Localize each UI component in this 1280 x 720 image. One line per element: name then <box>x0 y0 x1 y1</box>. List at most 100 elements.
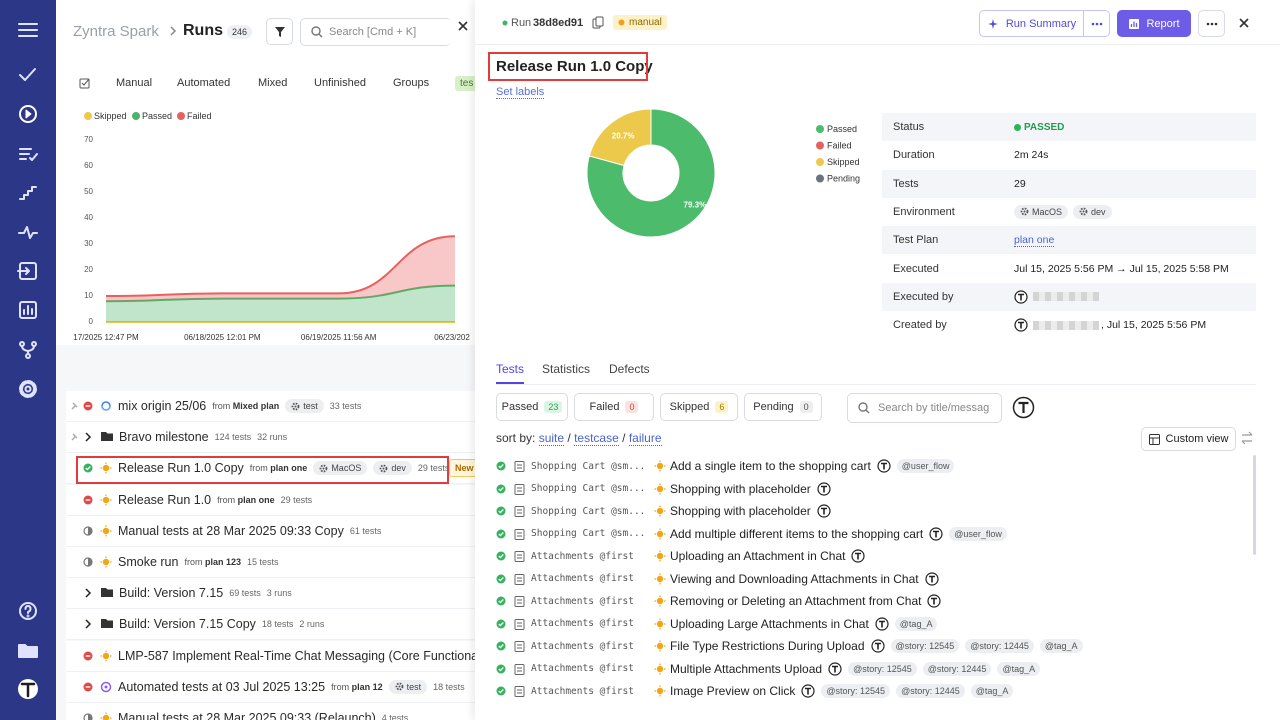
filter-tab[interactable]: Mixed <box>258 77 287 89</box>
run-count: 69 tests <box>229 588 261 598</box>
close-panel-icon[interactable] <box>453 16 473 36</box>
help-icon[interactable] <box>20 603 36 619</box>
run-tag: test <box>389 680 428 694</box>
run-row[interactable]: Bravo milestone124 tests32 runs <box>66 422 475 453</box>
folder-icon[interactable] <box>19 645 37 657</box>
sort-option[interactable]: suite <box>539 431 564 446</box>
steps-icon[interactable] <box>20 187 36 199</box>
search-input[interactable]: Search [Cmd + K] <box>300 18 451 46</box>
detail-tab[interactable]: Defects <box>609 362 650 382</box>
test-row[interactable]: Attachments @firstViewing and Downloadin… <box>490 568 1250 590</box>
report-button[interactable]: Report <box>1117 10 1191 37</box>
plans-icon[interactable] <box>20 149 37 160</box>
sort-separator: / <box>567 431 570 445</box>
status-icon <box>83 682 93 692</box>
detail-tabs: Tests Statistics Defects <box>496 362 1256 385</box>
test-icon <box>514 685 525 697</box>
test-tag: @tag_A <box>1040 639 1083 653</box>
test-row[interactable]: Shopping Cart @sm...Shopping with placeh… <box>490 478 1250 500</box>
set-labels-link[interactable]: Set labels <box>496 86 544 99</box>
filter-tab[interactable]: Manual <box>116 77 152 89</box>
test-row[interactable]: Attachments @firstImage Preview on Click… <box>490 680 1250 702</box>
status-icon <box>496 461 506 471</box>
detail-value <box>1014 283 1099 311</box>
run-row[interactable]: LMP-587 Implement Real-Time Chat Messagi… <box>66 641 475 672</box>
status-filter[interactable]: Skipped6 <box>660 393 738 421</box>
filter-button[interactable] <box>266 18 293 45</box>
run-summary-button[interactable]: Run Summary <box>979 10 1085 37</box>
copy-icon[interactable] <box>592 16 604 29</box>
logo[interactable] <box>18 679 38 699</box>
run-row[interactable]: Release Run 1.0from plan one29 tests <box>66 485 475 516</box>
avatar-filter[interactable] <box>1012 396 1035 419</box>
sort-option[interactable]: failure <box>629 431 662 446</box>
analytics-icon[interactable] <box>20 302 36 318</box>
import-icon[interactable] <box>18 263 36 279</box>
test-icon <box>514 640 525 652</box>
run-row[interactable]: Manual tests at 28 Mar 2025 09:33 (Relau… <box>66 703 475 720</box>
settings-icon[interactable] <box>21 382 35 396</box>
run-row[interactable]: Automated tests at 03 Jul 2025 13:25from… <box>66 672 475 703</box>
plan-name: plan 123 <box>205 557 241 567</box>
status-icon <box>83 526 93 536</box>
filter-count: 6 <box>715 401 728 413</box>
runs-icon[interactable] <box>20 106 36 122</box>
test-row[interactable]: Shopping Cart @sm...Add multiple differe… <box>490 523 1250 545</box>
plan-link[interactable]: plan one <box>1014 234 1054 247</box>
run-row[interactable]: mix origin 25/06from Mixed plantest33 te… <box>66 391 475 422</box>
detail-row: StatusPASSED <box>882 113 1256 141</box>
test-row[interactable]: Attachments @firstMultiple Attachments U… <box>490 658 1250 680</box>
summary-more-button[interactable] <box>1083 10 1110 37</box>
tests-icon[interactable] <box>20 69 35 80</box>
detail-tab[interactable]: Tests <box>496 362 524 384</box>
pulse-icon[interactable] <box>19 227 37 238</box>
run-row[interactable]: Build: Version 7.15 Copy18 tests2 runs <box>66 609 475 640</box>
filter-tab[interactable]: Automated <box>177 77 230 89</box>
sparkle-icon <box>988 18 1000 30</box>
run-name: mix origin 25/06 <box>118 399 206 413</box>
status-filter[interactable]: Failed0 <box>574 393 654 421</box>
run-type-icon <box>100 400 112 412</box>
filter-tab[interactable]: Groups <box>393 77 429 89</box>
run-name: Smoke run <box>118 555 178 569</box>
detail-tab[interactable]: Statistics <box>542 362 590 382</box>
workspace-name[interactable]: Zyntra Spark <box>73 23 159 40</box>
status-icon <box>496 529 506 539</box>
manual-icon <box>654 528 666 540</box>
run-plan: from plan one <box>217 495 275 505</box>
branch-icon[interactable] <box>20 342 36 358</box>
more-button[interactable] <box>1198 10 1225 37</box>
test-row[interactable]: Attachments @firstFile Type Restrictions… <box>490 635 1250 657</box>
run-details-table: StatusPASSEDDuration2m 24sTests29Environ… <box>882 113 1256 345</box>
run-row[interactable]: Manual tests at 28 Mar 2025 09:33 Copy61… <box>66 516 475 547</box>
manual-icon <box>654 618 666 630</box>
close-icon[interactable] <box>1234 13 1254 33</box>
test-suite: Shopping Cart @sm... <box>531 528 654 539</box>
tests-search-input[interactable]: Search by title/messag <box>847 393 1002 423</box>
detail-row: Tests29 <box>882 170 1256 198</box>
swap-icon[interactable] <box>1240 431 1254 445</box>
custom-view-button[interactable]: Custom view <box>1141 427 1236 451</box>
status-filter[interactable]: Passed23 <box>496 393 568 421</box>
menu-icon[interactable] <box>19 24 37 36</box>
user-avatar <box>1014 290 1028 304</box>
status-filter[interactable]: Pending0 <box>744 393 822 421</box>
run-row[interactable]: Build: Version 7.1569 tests3 runs <box>66 578 475 609</box>
author-avatar <box>925 572 939 586</box>
filter-tag[interactable]: tes <box>455 76 475 91</box>
test-row[interactable]: Attachments @firstUploading an Attachmen… <box>490 545 1250 567</box>
filter-label: Failed <box>590 401 620 413</box>
run-name: Automated tests at 03 Jul 2025 13:25 <box>118 680 325 694</box>
test-row[interactable]: Shopping Cart @sm...Add a single item to… <box>490 455 1250 477</box>
run-row[interactable]: Smoke runfrom plan 12315 tests <box>66 547 475 578</box>
manual-icon <box>654 595 666 607</box>
sort-option[interactable]: testcase <box>574 431 619 446</box>
view-icon <box>1149 434 1160 445</box>
from-label: from <box>184 557 202 567</box>
test-row[interactable]: Attachments @firstUploading Large Attach… <box>490 613 1250 635</box>
test-row[interactable]: Attachments @firstRemoving or Deleting a… <box>490 590 1250 612</box>
gear-icon <box>395 682 404 691</box>
filter-tab[interactable]: Unfinished <box>314 77 366 89</box>
detail-value: 29 <box>1014 170 1026 198</box>
test-row[interactable]: Shopping Cart @sm...Shopping with placeh… <box>490 500 1250 522</box>
